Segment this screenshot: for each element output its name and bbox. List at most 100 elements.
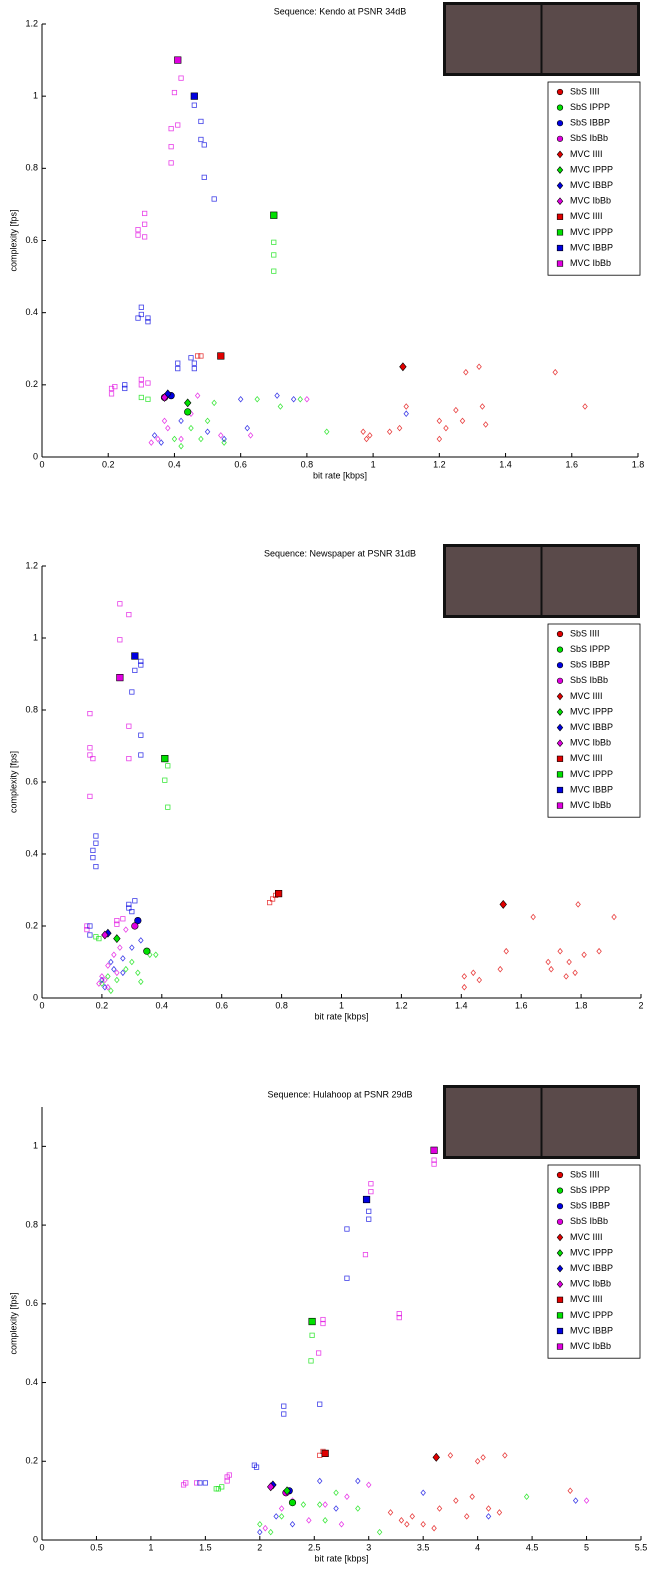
sweep-point: [222, 436, 226, 441]
y-tick-label: 0: [33, 451, 38, 461]
sweep-point: [291, 397, 295, 402]
sweep-point: [553, 370, 557, 375]
legend-marker: [557, 772, 563, 778]
sweep-point: [115, 977, 119, 982]
sweep-point: [179, 436, 183, 441]
data-point: [161, 755, 168, 762]
sweep-point: [106, 963, 110, 968]
legend-label: SbS IBBP: [570, 660, 610, 670]
sweep-point: [162, 418, 166, 423]
sweep-point: [444, 425, 448, 430]
sweep-point: [367, 1482, 371, 1487]
sweep-point: [318, 1402, 322, 1406]
legend-label: MVC IbBb: [570, 800, 611, 810]
sweep-point: [202, 175, 206, 179]
x-tick-label: 1.2: [395, 1000, 408, 1010]
sweep-point: [503, 1453, 507, 1458]
sweep-point: [460, 418, 464, 423]
sweep-point: [106, 974, 110, 979]
sweep-point: [248, 433, 252, 438]
legend-marker: [557, 120, 563, 126]
sweep-point: [481, 1455, 485, 1460]
sweep-point: [139, 395, 143, 399]
sweep-point: [176, 123, 180, 127]
sweep-point: [238, 397, 242, 402]
sweep-point: [462, 985, 466, 990]
sweep-point: [189, 356, 193, 360]
data-point: [363, 1196, 370, 1203]
sweep-point: [100, 981, 104, 986]
data-point: [184, 409, 191, 416]
x-tick-label: 1: [148, 1542, 153, 1552]
sweep-point: [139, 383, 143, 387]
thumbnail-right: [543, 5, 638, 73]
sweep-point: [103, 977, 107, 982]
legend-label: MVC IBBP: [570, 180, 613, 190]
y-tick-label: 0.4: [25, 1377, 38, 1387]
sweep-point: [136, 227, 140, 231]
sweep-point: [130, 959, 134, 964]
sweep-point: [88, 746, 92, 750]
sweep-point: [133, 899, 137, 903]
sweep-point: [130, 690, 134, 694]
sweep-point: [272, 269, 276, 273]
sweep-point: [361, 429, 365, 434]
sweep-point: [195, 393, 199, 398]
sweep-point: [94, 864, 98, 868]
sweep-point: [172, 436, 176, 441]
legend-label: MVC IBBP: [570, 722, 613, 732]
y-tick-label: 1: [33, 632, 38, 642]
data-point: [144, 948, 151, 955]
data-point: [174, 57, 181, 64]
x-tick-label: 0.8: [301, 459, 314, 469]
legend-marker: [557, 1328, 563, 1334]
thumbnail-left: [446, 5, 541, 73]
sweep-point: [222, 440, 226, 445]
legend-marker: [557, 105, 563, 111]
sweep-point: [255, 397, 259, 402]
sweep-point: [149, 440, 153, 445]
sweep-point: [139, 305, 143, 309]
legend-label: SbS IBBP: [570, 118, 610, 128]
sweep-point: [127, 612, 131, 616]
legend-label: MVC IBBP: [570, 242, 613, 252]
x-tick-label: 1.4: [499, 459, 512, 469]
legend-label: SbS IIII: [570, 628, 600, 638]
sweep-point: [176, 361, 180, 365]
x-tick-label: 0.6: [234, 459, 247, 469]
sweep-point: [309, 1359, 313, 1363]
sweep-point: [318, 1502, 322, 1507]
sweep-point: [109, 959, 113, 964]
sweep-point: [152, 433, 156, 438]
sweep-point: [367, 1209, 371, 1213]
legend-marker: [557, 261, 563, 267]
data-point: [191, 93, 198, 100]
legend-marker: [557, 1344, 563, 1350]
sweep-point: [258, 1529, 262, 1534]
legend-label: MVC IbBb: [570, 738, 611, 748]
sweep-point: [465, 1514, 469, 1519]
legend-label: SbS IIII: [570, 86, 600, 96]
data-point: [114, 935, 121, 943]
sweep-point: [367, 1217, 371, 1221]
x-tick-label: 3: [366, 1542, 371, 1552]
sweep-point: [176, 366, 180, 370]
sweep-point: [172, 90, 176, 94]
sweep-point: [334, 1506, 338, 1511]
x-tick-label: 0: [39, 1542, 44, 1552]
x-tick-label: 1.2: [433, 459, 446, 469]
sweep-point: [471, 970, 475, 975]
sweep-point: [205, 429, 209, 434]
legend-label: MVC IIII: [570, 211, 603, 221]
sweep-point: [323, 1502, 327, 1507]
sweep-point: [127, 756, 131, 760]
sweep-point: [139, 753, 143, 757]
data-point: [132, 653, 139, 660]
sweep-point: [136, 970, 140, 975]
legend-label: MVC IbBb: [570, 258, 611, 268]
sweep-point: [199, 119, 203, 123]
sweep-point: [564, 974, 568, 979]
x-tick-label: 1.6: [515, 1000, 528, 1010]
sweep-point: [130, 945, 134, 950]
sweep-point: [497, 1510, 501, 1515]
